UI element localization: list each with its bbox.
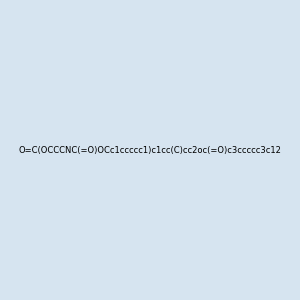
Text: O=C(OCCCNC(=O)OCc1ccccc1)c1cc(C)cc2oc(=O)c3ccccc3c12: O=C(OCCCNC(=O)OCc1ccccc1)c1cc(C)cc2oc(=O… <box>19 146 281 154</box>
